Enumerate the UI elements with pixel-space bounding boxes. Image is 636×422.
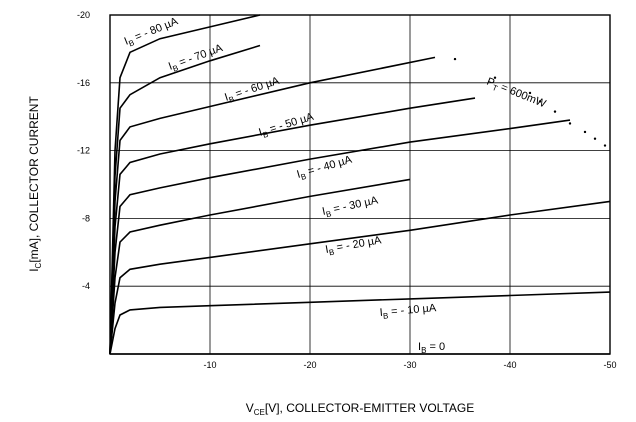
x-axis-label: VCE[V], COLLECTOR-EMITTER VOLTAGE <box>246 401 475 417</box>
x-tick-label: -20 <box>303 360 316 370</box>
y-tick-label: -12 <box>77 146 90 156</box>
curves <box>109 14 611 355</box>
curve-ib-5 <box>109 97 476 355</box>
curve-ib-6 <box>109 56 436 355</box>
y-tick-label: -4 <box>82 281 90 291</box>
tick-labels: -10 -20 -30 -40 -50 -4 -8 -12 -16 -20 <box>77 10 617 370</box>
power-limit-point <box>528 91 532 95</box>
power-limit-point <box>583 130 587 134</box>
x-tick-label: -40 <box>503 360 516 370</box>
curve-label-ib-1: IB = - 10 µA <box>379 302 437 321</box>
power-limit-point <box>493 76 497 79</box>
curve-ib-1 <box>109 291 611 355</box>
y-tick-label: -16 <box>77 78 90 88</box>
x-tick-label: -10 <box>203 360 216 370</box>
x-tick-label: -30 <box>403 360 416 370</box>
curve-label-ib-6: IB = - 60 µA <box>223 75 282 106</box>
power-limit-point <box>593 137 597 140</box>
curve-label-ib-3: IB = - 30 µA <box>321 194 380 220</box>
y-axis-label: IC[mA], COLLECTOR CURRENT <box>27 96 43 272</box>
power-limit-point <box>538 100 542 103</box>
y-tick-label: -8 <box>82 213 90 223</box>
power-limit-point <box>453 57 457 61</box>
power-limit-label: PT = 600mW <box>484 76 548 113</box>
curve-label-ib-0: IB = 0 <box>418 341 445 355</box>
curve-label-ib-4: IB = - 40 µA <box>296 154 355 183</box>
curve-ib-2 <box>109 200 611 355</box>
power-limit-point <box>553 110 557 113</box>
power-limit-point <box>568 122 572 125</box>
curve-ib-4 <box>109 119 571 355</box>
y-tick-label: -20 <box>77 10 90 20</box>
curve-ib-8 <box>109 14 261 355</box>
power-limit-point <box>603 144 607 147</box>
curve-label-ib-8: IB = - 80 µA <box>123 15 181 49</box>
curve-ib-3 <box>109 178 411 355</box>
x-tick-label: -50 <box>603 360 616 370</box>
